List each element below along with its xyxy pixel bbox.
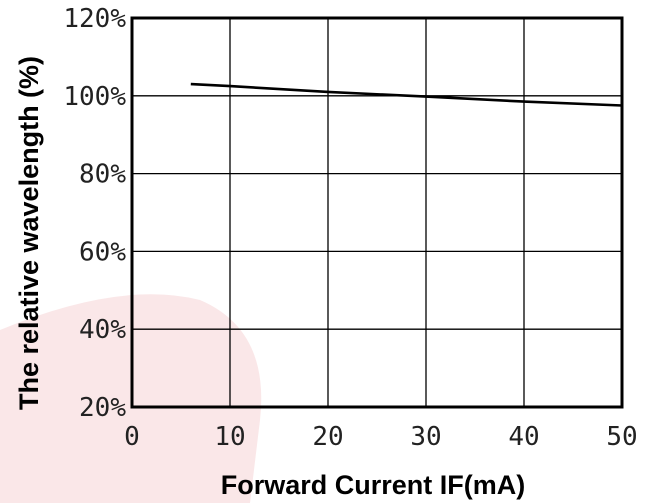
x-tick-label: 40: [508, 422, 539, 452]
y-tick-label: 120%: [63, 4, 126, 34]
y-tick-label: 20%: [79, 393, 126, 423]
x-tick-label: 50: [606, 422, 637, 452]
grid: [132, 18, 622, 407]
x-tick-label: 0: [124, 422, 140, 452]
y-tick-label: 40%: [79, 315, 126, 345]
y-tick-label: 100%: [63, 82, 126, 112]
x-tick-label: 30: [410, 422, 441, 452]
x-tick-label: 10: [214, 422, 245, 452]
series-line: [190, 82, 623, 107]
plot-frame: [130, 16, 624, 409]
y-tick-labels: 20% 40% 60% 80% 100% 120%: [63, 4, 126, 423]
x-tick-label: 20: [312, 422, 343, 452]
y-tick-label: 60%: [79, 237, 126, 267]
y-axis-title: The relative wavelength (%): [14, 56, 44, 410]
y-tick-label: 80%: [79, 160, 126, 190]
x-axis-title: Forward Current IF(mA): [221, 470, 526, 500]
x-tick-labels: 0 10 20 30 40 50: [124, 422, 637, 452]
series-layer: [190, 82, 623, 107]
